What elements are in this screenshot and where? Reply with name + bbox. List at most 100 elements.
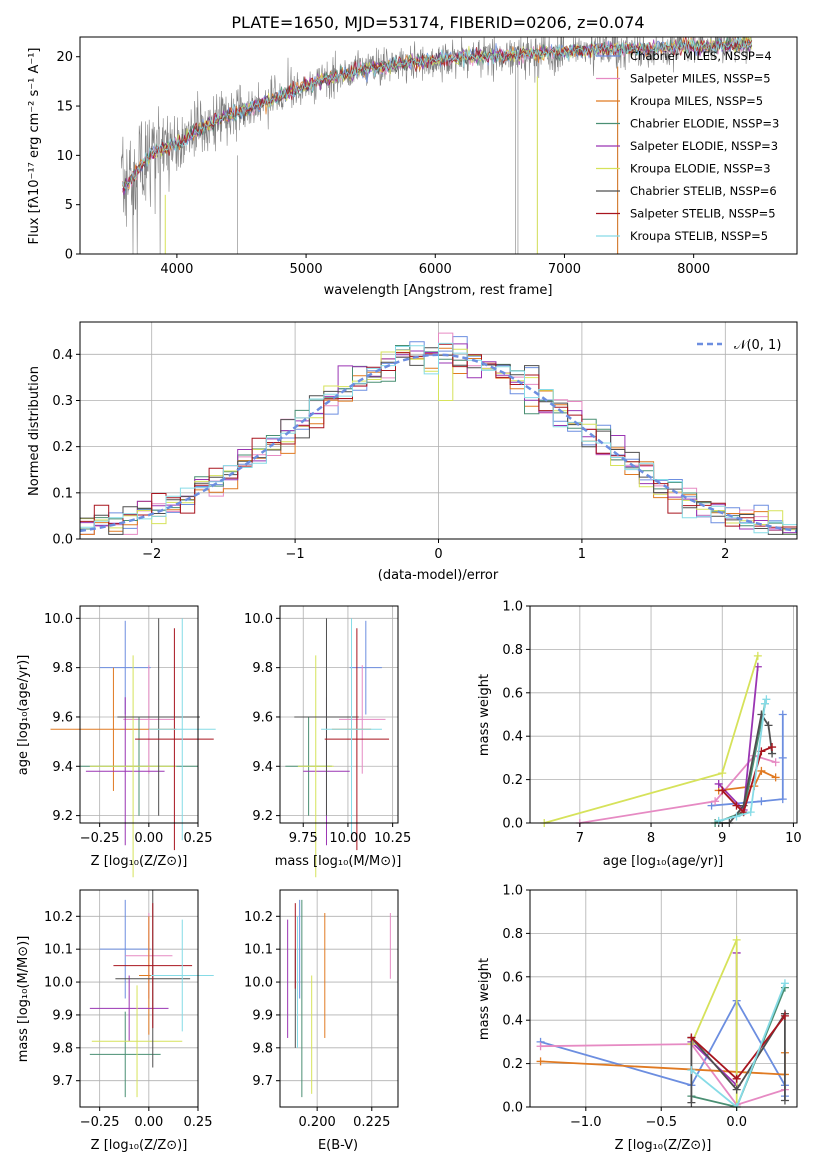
y-tick-label: 9.8 [252, 1041, 273, 1056]
weight-marker [718, 786, 727, 795]
weight-marker [757, 797, 766, 806]
y-tick-label: 0.6 [502, 686, 523, 701]
y-tick-label: 0 [65, 248, 73, 263]
x-tick-label: 10 [785, 831, 802, 846]
y-tick-label: 0.2 [52, 440, 73, 455]
weight-marker [732, 1085, 741, 1094]
x-tick-label: −0.5 [645, 1115, 677, 1130]
normal-legend-label: 𝒩(0, 1) [734, 338, 781, 353]
legend-label: Chabrier ELODIE, NSSP=3 [630, 117, 779, 131]
x-tick-label: 0 [434, 547, 442, 562]
y-tick-label: 5 [65, 198, 73, 213]
y-tick-label: 9.2 [52, 809, 73, 824]
weight-marker [764, 721, 773, 730]
legend-label: Salpeter ELODIE, NSSP=3 [630, 139, 778, 153]
x-tick-label: 9 [718, 831, 726, 846]
axes-frame [529, 605, 798, 824]
y-tick-label: 10.0 [244, 976, 273, 991]
y-tick-label: 10.1 [244, 943, 273, 958]
weight-marker [757, 766, 766, 775]
model-spectrum-line [122, 37, 753, 190]
axes-frame [79, 889, 199, 1108]
z-mass-panel: −0.25 0.00 0.25 9.7 9.8 9.9 10.0 10.1 10.2 Z [lo… [16, 889, 214, 1153]
weight-marker [746, 808, 755, 817]
y-tick-label: 9.8 [52, 1041, 73, 1056]
x-tick-label: 5000 [290, 262, 323, 277]
y-tick-label: 9.6 [52, 710, 73, 725]
weight-marker [732, 935, 741, 944]
x-tick-label: 8000 [677, 262, 710, 277]
weight-marker [780, 979, 789, 988]
z-weight-xlabel: Z [log₁₀(Z/Z⊙)] [615, 1138, 712, 1153]
y-tick-label: 9.7 [252, 1074, 273, 1089]
weight-line [579, 754, 776, 824]
ebv-mass-panel: 0.200 0.225 9.7 9.8 9.9 10.0 10.1 10.2 E(B-V) [244, 889, 399, 1153]
weight-marker [771, 758, 780, 767]
mass-age-xlabel: mass [log₁₀(M/M⊙)] [275, 854, 402, 869]
y-tick-label: 10.0 [244, 612, 273, 627]
weight-marker [732, 812, 741, 821]
x-tick-label: 0.00 [134, 1115, 163, 1130]
y-tick-label: 9.6 [252, 710, 273, 725]
weight-marker [732, 801, 741, 810]
y-tick-label: 10.1 [44, 943, 73, 958]
x-tick-label: −1 [286, 547, 305, 562]
residuals-panel: −2 −1 0 1 2 0.0 0.1 0.2 0.3 0.4 (data-model)/erro… [27, 321, 798, 583]
z-weight-ylabel: mass weight [477, 958, 492, 1040]
y-tick-label: 10.2 [244, 910, 273, 925]
weight-marker [778, 795, 787, 804]
mass-age-panel: 9.75 10.00 10.25 9.2 9.4 9.6 9.8 10.0 mass [log… [244, 605, 411, 878]
x-tick-label: 0.00 [134, 831, 163, 846]
axes-frame [279, 605, 399, 824]
weight-marker [687, 1066, 696, 1075]
y-tick-label: 1.0 [502, 600, 523, 615]
legend-label: Salpeter STELIB, NSSP=5 [630, 207, 776, 221]
z-mass-ylabel: mass [log₁₀(M/M⊙)] [16, 936, 31, 1063]
x-tick-label: 10.25 [374, 831, 411, 846]
y-tick-label: 20 [56, 50, 73, 65]
y-tick-label: 1.0 [502, 884, 523, 899]
x-tick-label: 2 [721, 547, 729, 562]
y-tick-label: 0.0 [502, 1101, 523, 1116]
legend-label: Chabrier MILES, NSSP=4 [630, 49, 772, 63]
y-tick-label: 0.0 [502, 817, 523, 832]
y-tick-label: 0.2 [502, 1057, 523, 1072]
spectrum-ylabel: Flux [fλ10⁻¹⁷ erg cm⁻² s⁻¹ A⁻¹] [27, 48, 42, 245]
y-tick-label: 0.4 [502, 730, 523, 745]
x-tick-label: 0.25 [184, 831, 213, 846]
x-tick-label: 9.75 [289, 831, 318, 846]
spectrum-xlabel: wavelength [Angstrom, rest frame] [324, 283, 553, 298]
x-tick-label: 0.200 [299, 1115, 336, 1130]
legend-label: Kroupa MILES, NSSP=5 [630, 94, 763, 108]
x-tick-label: 8 [647, 831, 655, 846]
z-mass-xlabel: Z [log₁₀(Z/Z⊙)] [91, 1138, 188, 1153]
z-age-panel: −0.25 0.00 0.25 9.2 9.4 9.6 9.8 10.0 Z [log₁₀(Z… [16, 605, 216, 878]
weight-marker [780, 1096, 789, 1105]
y-tick-label: 0.2 [502, 773, 523, 788]
weight-marker [711, 797, 720, 806]
figure-title: PLATE=1650, MJD=53174, FIBERID=0206, z=0… [231, 13, 644, 32]
x-tick-label: 4000 [160, 262, 193, 277]
model-spectrum-line [122, 37, 753, 190]
spectrum-plot-area [121, 37, 753, 254]
y-tick-label: 0.0 [52, 533, 73, 548]
weight-marker [768, 743, 777, 752]
spectrum-legend: Chabrier MILES, NSSP=4 Salpeter MILES, N… [596, 49, 779, 243]
y-tick-label: 0.1 [52, 486, 73, 501]
y-tick-label: 9.7 [52, 1074, 73, 1089]
normal-curve [79, 353, 798, 533]
weight-marker [718, 769, 727, 778]
x-tick-label: −2 [142, 547, 161, 562]
age-weight-panel: 7 8 9 10 0.0 0.2 0.4 0.6 0.8 1.0 age [log₁₀(age/y… [477, 600, 802, 870]
y-tick-label: 0.4 [52, 348, 73, 363]
y-tick-label: 0.6 [502, 970, 523, 985]
z-age-ylabel: age [log₁₀(age/yr)] [16, 655, 31, 776]
y-tick-label: 10.2 [44, 910, 73, 925]
weight-line [690, 952, 738, 1088]
weight-marker [753, 651, 762, 660]
y-tick-label: 15 [56, 100, 73, 115]
legend-label: Salpeter MILES, NSSP=5 [630, 72, 771, 86]
weight-marker [771, 773, 780, 782]
x-tick-label: −0.25 [80, 1115, 120, 1130]
